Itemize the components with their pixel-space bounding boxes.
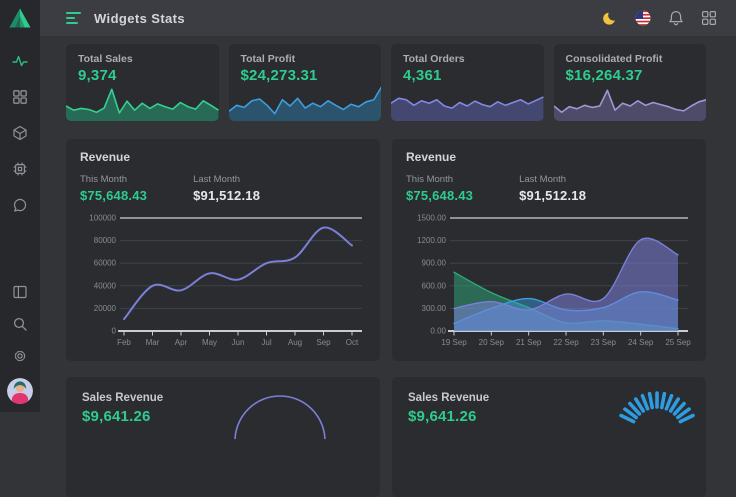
svg-text:May: May	[202, 338, 217, 347]
sparkline-chart	[229, 83, 382, 121]
card-title: Revenue	[406, 150, 692, 164]
svg-text:Jun: Jun	[232, 338, 245, 347]
system-chip-icon[interactable]	[12, 161, 28, 177]
settings-gear-icon[interactable]	[12, 348, 28, 364]
this-month-label: This Month	[80, 174, 147, 185]
sidebar	[0, 0, 40, 412]
revenue-cards-row: Revenue This Month $75,648.43 Last Month…	[66, 139, 706, 361]
app-logo-icon[interactable]	[8, 7, 32, 29]
products-cube-icon[interactable]	[12, 125, 28, 141]
svg-text:300.00: 300.00	[422, 304, 447, 313]
this-month-value: $75,648.43	[406, 188, 473, 203]
svg-text:60000: 60000	[94, 259, 117, 268]
this-month-label: This Month	[406, 174, 473, 185]
svg-text:20000: 20000	[94, 304, 117, 313]
stat-cards-row: Total Sales 9,374 Total Profit $24,273.3…	[66, 44, 706, 121]
svg-text:Aug: Aug	[288, 338, 302, 347]
messages-chat-icon[interactable]	[12, 197, 28, 213]
stat-value: $16,264.37	[554, 65, 707, 84]
stat-card-total-orders: Total Orders 4,361	[391, 44, 544, 121]
sales-revenue-card-left: Sales Revenue $9,641.26	[66, 377, 380, 497]
stat-value: 9,374	[66, 65, 219, 84]
svg-text:0.00: 0.00	[430, 327, 446, 336]
svg-text:Jul: Jul	[261, 338, 271, 347]
svg-text:1500.00: 1500.00	[417, 214, 446, 223]
svg-text:25 Sep: 25 Sep	[665, 338, 691, 347]
us-flag-icon[interactable]	[634, 9, 652, 27]
dark-mode-moon-icon[interactable]	[601, 9, 619, 27]
svg-text:23 Sep: 23 Sep	[591, 338, 617, 347]
revenue-card-monthly: Revenue This Month $75,648.43 Last Month…	[66, 139, 380, 361]
last-month-value: $91,512.18	[193, 188, 260, 203]
header-actions	[601, 9, 718, 27]
stat-label: Total Profit	[229, 44, 382, 65]
revenue-line-chart: 0 20000 40000 60000 80000 100000 Feb Mar Apr May J…	[80, 204, 366, 356]
this-month-value: $75,648.43	[80, 188, 147, 203]
stat-card-consolidated-profit: Consolidated Profit $16,264.37	[554, 44, 707, 121]
stat-value: $24,273.31	[229, 65, 382, 84]
svg-text:Sep: Sep	[316, 338, 331, 347]
svg-text:80000: 80000	[94, 236, 117, 245]
apps-grid-icon[interactable]	[700, 9, 718, 27]
svg-text:24 Sep: 24 Sep	[628, 338, 654, 347]
sparkline-chart	[554, 83, 707, 121]
search-icon[interactable]	[12, 316, 28, 332]
svg-text:21 Sep: 21 Sep	[516, 338, 542, 347]
top-header: Widgets Stats	[40, 0, 736, 36]
svg-text:1200.00: 1200.00	[417, 236, 446, 245]
revenue-area-chart: 0.00 300.00 600.00 900.00 1200.00 1500.00 19 S…	[406, 204, 692, 356]
revenue-summary: This Month $75,648.43 Last Month $91,512…	[80, 174, 366, 203]
last-month-value: $91,512.18	[519, 188, 586, 203]
stat-label: Consolidated Profit	[554, 44, 707, 65]
stat-card-total-sales: Total Sales 9,374	[66, 44, 219, 121]
revenue-summary: This Month $75,648.43 Last Month $91,512…	[406, 174, 692, 203]
svg-text:Feb: Feb	[117, 338, 131, 347]
svg-text:20 Sep: 20 Sep	[479, 338, 505, 347]
notifications-bell-icon[interactable]	[667, 9, 685, 27]
stat-value: 4,361	[391, 65, 544, 84]
gauge-ticks-chart	[592, 377, 706, 439]
sparkline-chart	[66, 83, 219, 121]
svg-text:Apr: Apr	[175, 338, 188, 347]
svg-text:900.00: 900.00	[422, 259, 447, 268]
stat-label: Total Sales	[66, 44, 219, 65]
activity-icon[interactable]	[12, 53, 28, 69]
svg-text:Mar: Mar	[146, 338, 160, 347]
sparkline-chart	[391, 83, 544, 121]
sales-revenue-card-right: Sales Revenue $9,641.26	[392, 377, 706, 497]
layout-panel-icon[interactable]	[12, 284, 28, 300]
menu-toggle-icon[interactable]	[66, 12, 81, 24]
content-area: Total Sales 9,374 Total Profit $24,273.3…	[40, 36, 736, 497]
last-month-label: Last Month	[519, 174, 586, 185]
svg-text:100000: 100000	[89, 214, 116, 223]
sales-revenue-row: Sales Revenue $9,641.26 Sales Revenue $9…	[66, 377, 706, 497]
last-month-label: Last Month	[193, 174, 260, 185]
svg-text:19 Sep: 19 Sep	[441, 338, 467, 347]
svg-text:0: 0	[112, 327, 117, 336]
dashboard-grid-icon[interactable]	[12, 89, 28, 105]
svg-text:600.00: 600.00	[422, 281, 447, 290]
stat-card-total-profit: Total Profit $24,273.31	[229, 44, 382, 121]
revenue-card-daily: Revenue This Month $75,648.43 Last Month…	[392, 139, 706, 361]
user-avatar[interactable]	[7, 378, 33, 404]
svg-text:Oct: Oct	[346, 338, 359, 347]
gauge-arc-chart	[215, 379, 345, 439]
svg-text:40000: 40000	[94, 281, 117, 290]
page-title: Widgets Stats	[94, 11, 185, 26]
svg-text:22 Sep: 22 Sep	[553, 338, 579, 347]
stat-label: Total Orders	[391, 44, 544, 65]
card-title: Revenue	[80, 150, 366, 164]
